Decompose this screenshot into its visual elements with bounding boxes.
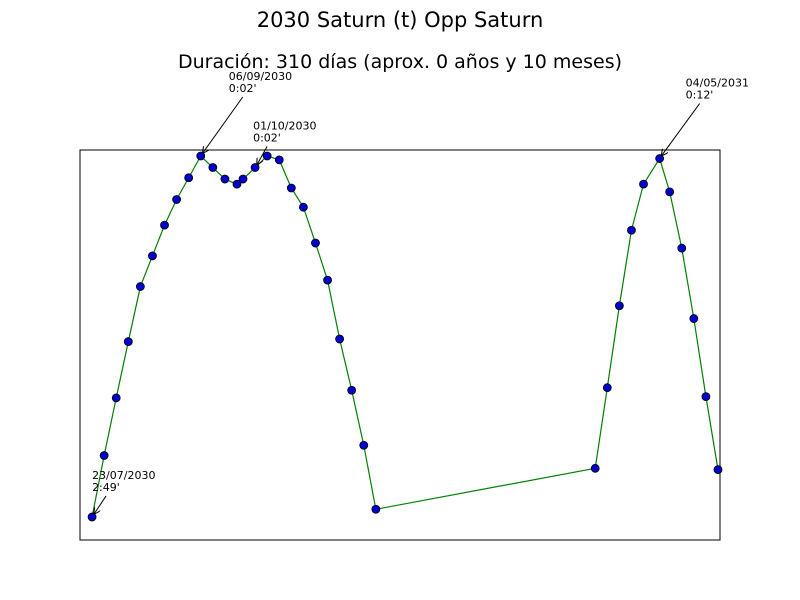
series-segment [606, 305, 620, 388]
data-point [713, 465, 723, 475]
data-point [160, 220, 169, 230]
data-point [87, 512, 97, 522]
series-segment [618, 230, 633, 306]
annotation-date: 01/10/2030 [253, 120, 316, 133]
series-lines [91, 155, 719, 518]
annotations: 23/07/20302:49'06/09/20300:02'01/10/2030… [92, 70, 749, 514]
annotation-arrow [203, 96, 244, 153]
series-segment [643, 158, 661, 185]
data-point [220, 174, 230, 184]
data-point [311, 238, 320, 248]
series-segment [630, 184, 645, 231]
data-point [148, 251, 157, 261]
series-segment [127, 286, 141, 342]
data-point [184, 173, 194, 183]
annotation-orb: 0:02' [253, 132, 281, 145]
data-point [701, 392, 711, 402]
annotation-arrow [257, 146, 268, 165]
data-point [689, 314, 699, 323]
data-point [196, 151, 206, 161]
annotation-arrow [94, 495, 107, 514]
data-point [286, 183, 296, 193]
series-points [87, 151, 723, 522]
data-point [347, 385, 357, 395]
series-segment [669, 191, 683, 249]
data-point [232, 179, 242, 189]
series-segment [163, 199, 178, 226]
data-point [602, 383, 612, 393]
data-point [323, 275, 332, 285]
series-segment [103, 397, 117, 456]
data-point [238, 174, 248, 184]
data-point [359, 440, 369, 450]
data-point [274, 155, 284, 165]
data-point [123, 337, 133, 347]
data-point [677, 243, 687, 253]
series-segment [705, 396, 719, 470]
annotation-orb: 0:02' [229, 82, 257, 95]
series-segment [594, 387, 608, 469]
data-point [371, 504, 381, 514]
annotation-orb: 2:49' [92, 481, 120, 494]
chart-subtitle: Duración: 310 días (aprox. 0 años y 10 m… [177, 51, 623, 73]
data-point [627, 225, 636, 235]
series-segment [302, 207, 317, 244]
series-segment [363, 445, 377, 510]
data-point [250, 163, 260, 172]
series-segment [139, 255, 154, 287]
data-point [335, 334, 345, 344]
series-segment [339, 338, 353, 391]
data-point [590, 463, 600, 473]
annotation-arrow [662, 103, 701, 156]
annotation-date: 04/05/2031 [686, 77, 749, 90]
data-point [172, 195, 182, 204]
series-segment [351, 390, 365, 446]
series-segment [314, 242, 329, 281]
data-point [655, 154, 665, 163]
annotation-orb: 0:12' [686, 89, 714, 102]
data-point [298, 202, 308, 212]
data-point [99, 451, 109, 460]
series-segment [326, 280, 341, 340]
series-segment [115, 341, 129, 399]
annotation-date: 23/07/2030 [92, 469, 155, 482]
data-point [111, 393, 121, 403]
plot-frame [79, 149, 721, 541]
annotation-date: 06/09/2030 [229, 70, 292, 83]
data-point [208, 163, 218, 172]
series-segment [693, 318, 707, 397]
series-segment [91, 455, 105, 518]
series-segment [278, 159, 292, 189]
series-segment [375, 467, 596, 510]
data-point [665, 187, 675, 197]
data-point [135, 282, 145, 291]
data-point [639, 179, 648, 189]
series-segment [151, 224, 166, 257]
chart-title: 2030 Saturn (t) Opp Saturn [256, 8, 544, 32]
series-segment [659, 158, 671, 193]
series-segment [681, 248, 695, 319]
data-point [262, 151, 272, 161]
data-point [614, 301, 624, 311]
